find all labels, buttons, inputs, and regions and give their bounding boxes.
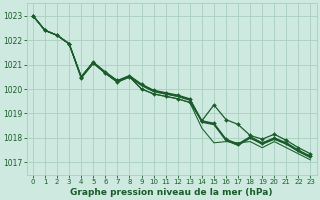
X-axis label: Graphe pression niveau de la mer (hPa): Graphe pression niveau de la mer (hPa) xyxy=(70,188,273,197)
